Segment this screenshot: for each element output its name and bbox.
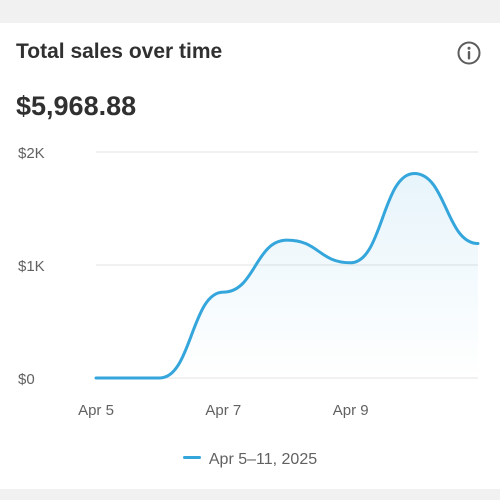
info-icon[interactable]	[456, 40, 482, 66]
y-tick-label: $0	[18, 371, 35, 388]
sales-card: Total sales over time $5,968.88 $0 $1K $2K…	[0, 23, 500, 489]
data-point[interactable]	[282, 235, 292, 245]
data-point[interactable]	[473, 239, 483, 249]
data-point[interactable]	[218, 287, 228, 297]
data-point[interactable]	[155, 373, 165, 383]
data-point[interactable]	[409, 168, 419, 178]
x-tick-label: Apr 7	[205, 402, 241, 419]
series-line[interactable]	[94, 171, 480, 380]
card-title: Total sales over time	[16, 40, 223, 63]
legend-label: Apr 5–11, 2025	[208, 451, 318, 468]
data-point[interactable]	[346, 258, 356, 268]
series-area	[96, 173, 478, 378]
y-tick-label: $1K	[18, 258, 45, 275]
y-tick-label: $2K	[18, 145, 45, 162]
data-point[interactable]	[91, 373, 101, 383]
legend-swatch	[182, 456, 201, 460]
total-sales-value: $5,968.88	[16, 91, 137, 121]
x-tick-label: Apr 9	[333, 402, 369, 419]
sales-chart: $0 $1K $2K Apr 5 Apr 7 Apr 9	[18, 145, 483, 419]
x-tick-label: Apr 5	[78, 402, 114, 419]
chart-legend[interactable]: Apr 5–11, 2025	[0, 451, 500, 469]
